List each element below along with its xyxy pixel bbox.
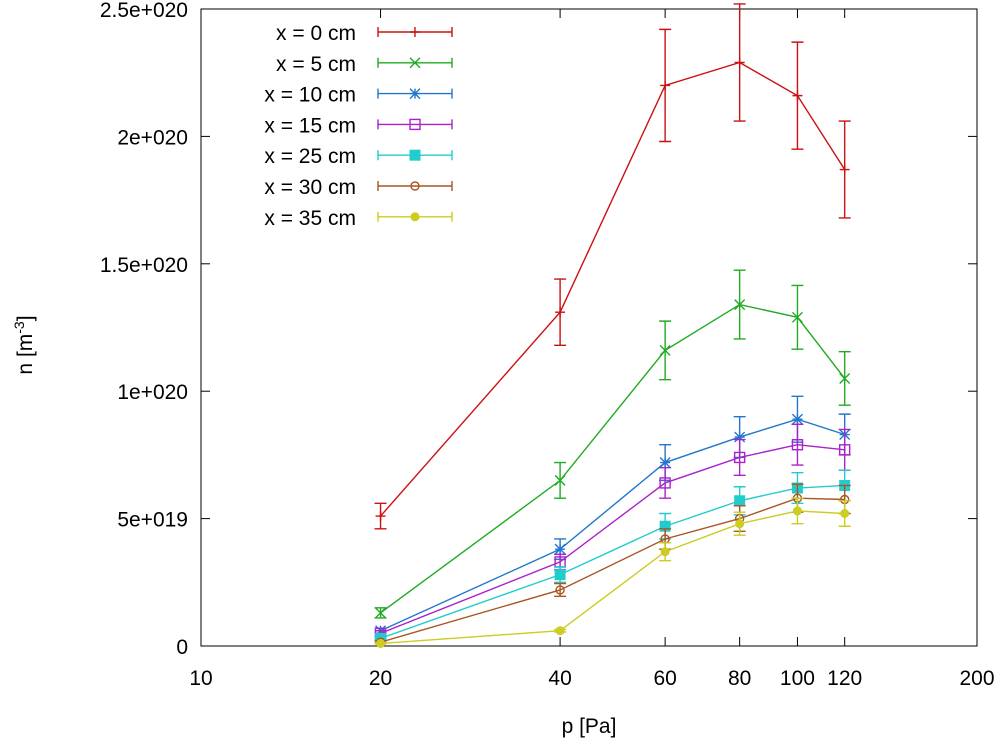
x-tick-label: 80: [728, 667, 751, 690]
series-line: [380, 510, 845, 645]
data-point: [376, 638, 386, 648]
legend-errorbar-cap: [377, 211, 453, 222]
data-point: [839, 164, 850, 175]
error-bar: [733, 438, 746, 476]
data-point: [840, 509, 850, 519]
legend: x = 0 cm x = 5 cm x = 10 cm x = 15 cm x = 25…: [264, 22, 453, 230]
series-line: [380, 497, 845, 643]
data-point: [555, 585, 565, 595]
series-line: [380, 443, 845, 634]
data-point: [792, 90, 803, 101]
x-tick-label: 60: [653, 667, 676, 690]
legend-marker: [410, 212, 420, 222]
legend-label: x = 30 cm: [264, 176, 356, 199]
data-point: [659, 457, 671, 469]
legend-entry: x = 5 cm: [276, 53, 453, 76]
legend-errorbar-cap: [377, 88, 453, 99]
legend-entry: x = 10 cm: [264, 84, 453, 107]
series-4: [374, 423, 851, 639]
legend-errorbar-cap: [377, 57, 453, 68]
error-bar: [659, 466, 672, 499]
y-tick-label: 0: [176, 636, 188, 659]
y-tick-label: 5e+019: [117, 509, 188, 532]
legend-label: x = 10 cm: [264, 84, 356, 107]
data-point: [791, 413, 803, 425]
y-tick-label: 2.5e+020: [100, 0, 188, 22]
series-5: [374, 469, 851, 644]
data-point: [838, 444, 851, 456]
data-point: [660, 547, 670, 557]
y-tick-label: 1.5e+020: [100, 254, 188, 277]
x-tick-label: 200: [959, 667, 994, 690]
data-point: [554, 474, 566, 486]
legend-entry: x = 30 cm: [264, 176, 453, 199]
x-tick-label: 120: [827, 667, 862, 690]
data-point: [734, 299, 746, 311]
legend-errorbar-cap: [377, 27, 453, 37]
data-point: [375, 511, 386, 522]
legend-marker: [409, 149, 421, 161]
x-tick-label: 20: [369, 667, 392, 690]
data-point: [792, 506, 802, 516]
legend-entry: x = 35 cm: [264, 207, 453, 230]
legend-errorbar-cap: [377, 119, 453, 130]
y-axis-title: n [m-3]: [11, 315, 37, 374]
x-tick-label: 100: [780, 667, 815, 690]
series-line: [380, 484, 845, 640]
data-point: [555, 307, 566, 318]
y-tick-label: 1e+020: [117, 381, 188, 404]
y-tick-label: 2e+020: [117, 126, 188, 149]
series-1: [374, 3, 851, 530]
data-point: [734, 495, 746, 507]
data-point: [839, 372, 851, 384]
legend-marker: [409, 118, 421, 131]
legend-label: x = 5 cm: [276, 53, 356, 76]
legend-marker: [409, 88, 421, 100]
legend-label: x = 25 cm: [264, 145, 356, 168]
legend-entry: x = 0 cm: [276, 22, 453, 45]
series-line: [380, 303, 846, 614]
legend-label: x = 35 cm: [264, 207, 356, 230]
data-point: [660, 80, 671, 91]
legend-label: x = 0 cm: [276, 22, 356, 45]
x-axis-title: p [Pa]: [562, 715, 617, 738]
legend-marker: [409, 57, 421, 69]
data-point: [735, 519, 745, 529]
data-point: [791, 311, 803, 323]
x-tick-label: 10: [189, 667, 212, 690]
legend-errorbar-cap: [377, 181, 453, 191]
data-point: [791, 439, 804, 451]
series-2: [374, 269, 851, 619]
data-point: [554, 569, 566, 581]
legend-marker: [410, 181, 420, 191]
data-point: [734, 431, 746, 443]
data-point: [659, 477, 671, 489]
legend-entry: x = 25 cm: [264, 145, 453, 168]
error-bar: [791, 423, 804, 466]
legend-errorbar-cap: [377, 150, 453, 161]
legend-label: x = 15 cm: [264, 114, 356, 137]
data-point: [733, 451, 746, 464]
series-line: [380, 61, 846, 517]
series-line: [380, 418, 845, 632]
legend-marker: [410, 27, 420, 37]
data-point: [659, 344, 671, 356]
legend-entry: x = 15 cm: [264, 114, 453, 137]
plot-frame: [200, 8, 978, 647]
data-point: [375, 607, 387, 619]
data-point: [734, 57, 745, 68]
data-point: [555, 626, 565, 636]
x-tick-label: 40: [548, 667, 571, 690]
data-point: [554, 543, 566, 555]
series-3: [374, 395, 851, 637]
series-7: [374, 497, 851, 648]
